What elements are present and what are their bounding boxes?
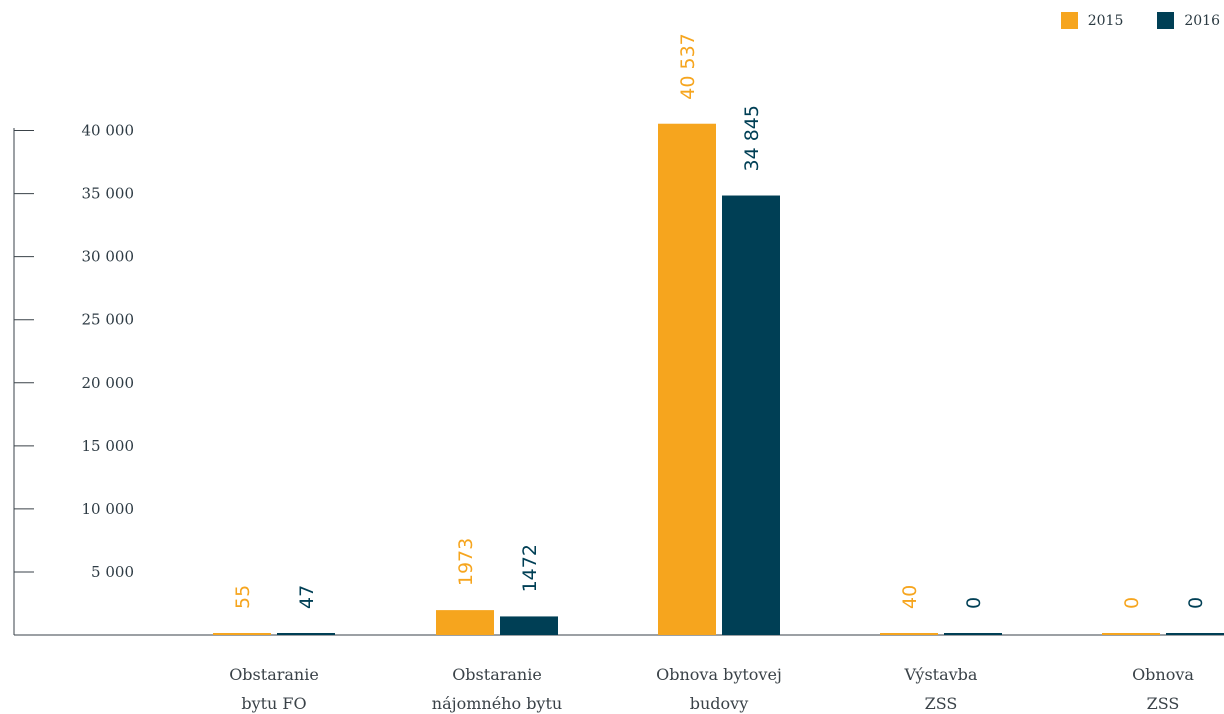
y-tick-label: 30 000 xyxy=(82,248,135,266)
bar-2016 xyxy=(722,195,780,635)
category-label: budovy xyxy=(690,694,749,713)
y-tick-label: 10 000 xyxy=(82,500,135,518)
category-label: nájomného bytu xyxy=(432,694,562,713)
bar-2015 xyxy=(1102,633,1160,635)
bar-2015 xyxy=(658,123,716,636)
y-tick-label: 40 000 xyxy=(82,122,135,140)
y-tick-label: 15 000 xyxy=(82,437,135,455)
bar-2016 xyxy=(500,616,558,635)
bar-2016 xyxy=(944,633,1002,635)
value-label-2016: 47 xyxy=(296,585,318,609)
bar-2016 xyxy=(1166,633,1224,635)
category-label: Obstaranie xyxy=(229,665,319,684)
y-tick-label: 5 000 xyxy=(91,563,134,581)
value-label-2015: 40 537 xyxy=(677,33,699,99)
category-label: Obstaranie xyxy=(452,665,542,684)
chart-legend: 2015 2016 xyxy=(1060,12,1220,29)
value-label-2016: 1472 xyxy=(519,544,541,592)
legend-label-2015: 2015 xyxy=(1087,12,1124,29)
bar-2015 xyxy=(436,610,494,635)
value-label-2016: 0 xyxy=(963,597,985,609)
value-label-2015: 40 xyxy=(899,585,921,609)
category-label: ZSS xyxy=(925,694,958,713)
y-tick-label: 25 000 xyxy=(82,311,135,329)
legend-label-2016: 2016 xyxy=(1184,12,1220,29)
category-label: bytu FO xyxy=(241,694,306,713)
legend-swatch-2016 xyxy=(1157,12,1175,29)
legend-item-2015: 2015 xyxy=(1060,12,1124,29)
value-label-2016: 0 xyxy=(1185,597,1207,609)
value-label-2015: 55 xyxy=(232,585,254,609)
category-label: Obnova bytovej xyxy=(656,665,782,684)
legend-swatch-2015 xyxy=(1060,12,1078,29)
category-label: ZSS xyxy=(1147,694,1180,713)
bar-2015 xyxy=(880,633,938,635)
bar-2016 xyxy=(277,633,335,635)
category-label: Obnova xyxy=(1132,665,1194,684)
y-tick-label: 35 000 xyxy=(82,185,135,203)
value-label-2016: 34 845 xyxy=(741,105,763,171)
bar-2015 xyxy=(213,633,271,635)
value-label-2015: 1973 xyxy=(455,538,477,586)
legend-item-2016: 2016 xyxy=(1157,12,1220,29)
value-label-2015: 0 xyxy=(1121,597,1143,609)
category-label: Výstavba xyxy=(904,665,978,684)
y-tick-label: 20 000 xyxy=(82,374,135,392)
